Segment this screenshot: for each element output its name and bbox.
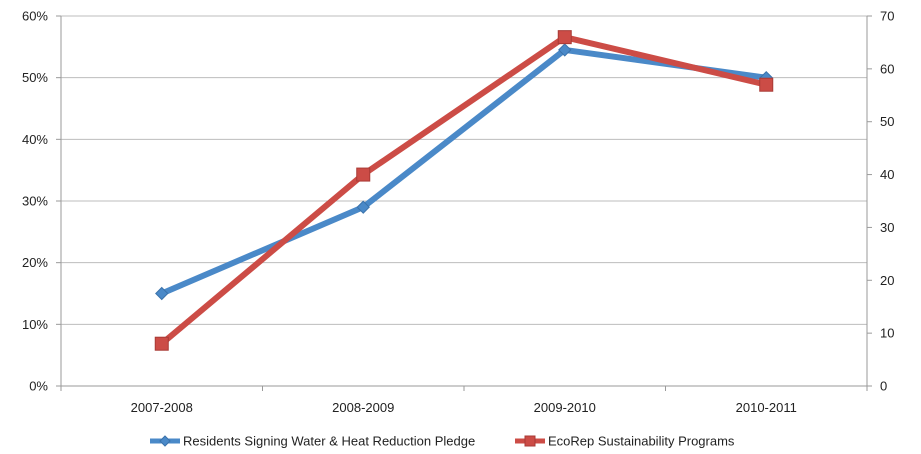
gridlines [61, 15, 867, 325]
right-tick-label: 60 [880, 61, 894, 76]
right-tick-label: 50 [880, 114, 894, 129]
series-line [158, 34, 770, 347]
right-tick-label: 10 [880, 326, 894, 341]
legend-label: EcoRep Sustainability Programs [548, 434, 735, 449]
left-tick-label: 40% [22, 132, 48, 147]
series-layer [154, 30, 774, 351]
legend: Residents Signing Water & Heat Reduction… [150, 434, 735, 449]
data-point-diamond [155, 286, 169, 301]
series-1 [154, 30, 774, 351]
legend-item: EcoRep Sustainability Programs [515, 434, 735, 449]
x-tick-label: 2009-2010 [534, 400, 596, 415]
data-point-diamond [159, 435, 171, 447]
x-tick-label: 2007-2008 [131, 400, 193, 415]
series-0 [155, 43, 773, 301]
right-tick-label: 30 [880, 220, 894, 235]
data-point-square [524, 435, 536, 447]
x-tick-label: 2008-2009 [332, 400, 394, 415]
data-point-square [759, 77, 774, 92]
data-point-diamond [356, 200, 370, 214]
legend-label: Residents Signing Water & Heat Reduction… [183, 434, 475, 449]
right-axis-ticks: 0 10 20 30 40 50 60 70 [867, 9, 894, 394]
left-tick-label: 30% [22, 194, 48, 209]
x-axis-ticks: 2007-2008 2008-2009 2009-2010 2010-2011 [60, 386, 868, 415]
legend-item: Residents Signing Water & Heat Reduction… [150, 434, 475, 449]
data-point-square [356, 167, 371, 182]
right-tick-label: 70 [880, 9, 894, 24]
left-tick-label: 50% [22, 70, 48, 85]
data-point-diamond [558, 43, 572, 57]
left-tick-label: 10% [22, 317, 48, 332]
data-point-square [557, 30, 572, 45]
left-tick-label: 60% [22, 9, 48, 24]
series-line [158, 46, 770, 297]
left-axis-ticks: 0% 10% 20% 30% 40% 50% 60% [22, 9, 61, 394]
data-point-square [154, 336, 169, 351]
right-tick-label: 20 [880, 273, 894, 288]
left-tick-label: 0% [29, 379, 48, 394]
x-tick-label: 2010-2011 [736, 400, 797, 415]
right-tick-label: 40 [880, 167, 894, 182]
right-tick-label: 0 [880, 379, 887, 394]
left-tick-label: 20% [22, 255, 48, 270]
